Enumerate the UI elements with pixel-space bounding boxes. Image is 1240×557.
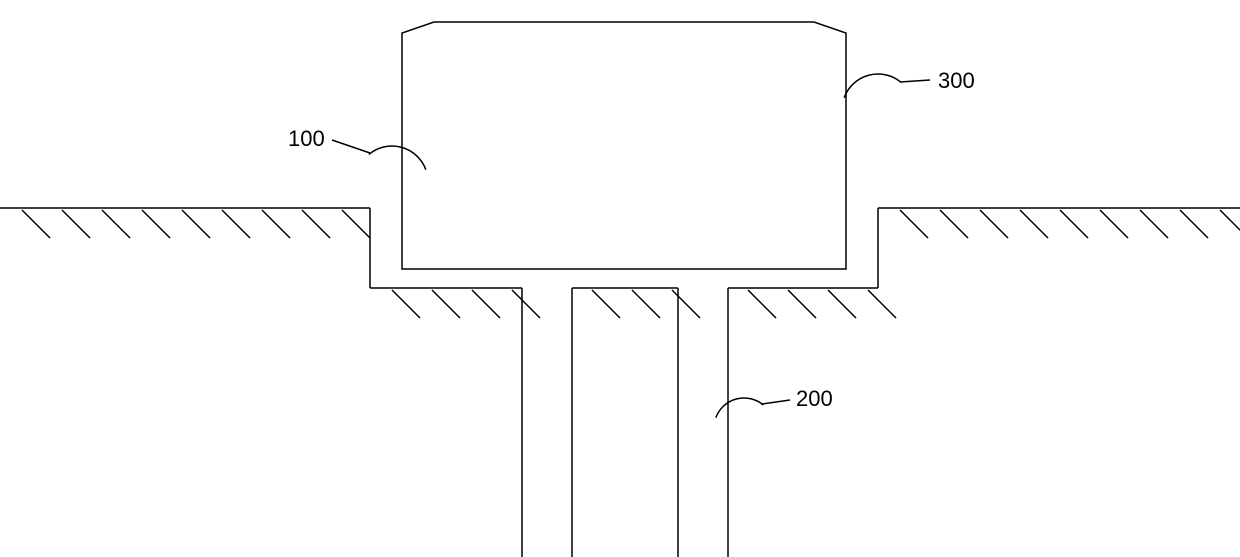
label-300: 300	[844, 68, 975, 98]
hatch-ground-right	[900, 210, 1240, 238]
hatch-pit-mid	[592, 290, 700, 318]
label-200-text: 200	[796, 386, 833, 411]
hatch-pit-right	[748, 290, 896, 318]
hatch-ground-left	[22, 210, 370, 238]
label-100-text: 100	[288, 126, 325, 151]
block-300	[402, 22, 846, 269]
hatch-pit-left	[392, 290, 540, 318]
label-300-text: 300	[938, 68, 975, 93]
label-100: 100	[288, 126, 426, 170]
label-200: 200	[716, 386, 833, 418]
